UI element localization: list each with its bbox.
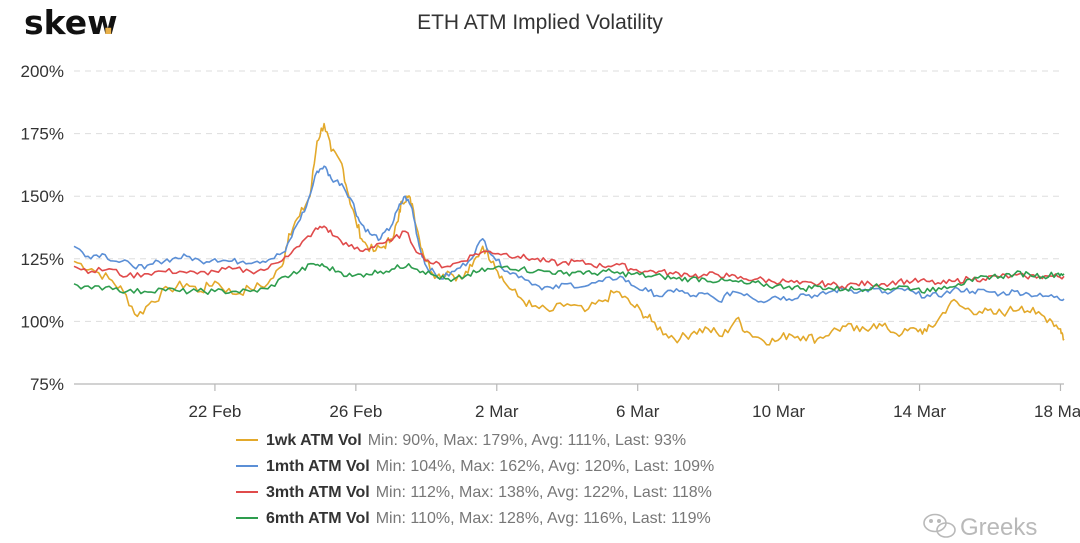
y-tick-label: 175%: [21, 125, 64, 144]
series-line-1: [73, 122, 1065, 346]
y-tick-label: 75%: [30, 375, 64, 394]
y-tick-label: 150%: [21, 187, 64, 206]
x-tick-label: 14 Mar: [893, 402, 946, 421]
legend-series-stats: Min: 90%, Max: 179%, Avg: 111%, Last: 93…: [368, 432, 686, 449]
y-axis-ticks: 200% 175% 150% 125% 100% 75%: [21, 62, 64, 394]
x-axis-ticks: 22 Feb 26 Feb 2 Mar 6 Mar 10 Mar 14 Mar 18 Mar: [188, 384, 1080, 421]
x-tick-label: 22 Feb: [188, 402, 241, 421]
legend-series-name: 3mth ATM Vol: [266, 484, 370, 501]
plot-area: [73, 122, 1065, 346]
series-line-4: [73, 262, 1065, 296]
legend-series-stats: Min: 112%, Max: 138%, Avg: 122%, Last: 1…: [376, 484, 712, 501]
legend-text: 1mth ATM Vol Min: 104%, Max: 162%, Avg: 1…: [266, 458, 714, 475]
watermark-text: Greeks: [960, 514, 1037, 541]
x-tick-label: 26 Feb: [329, 402, 382, 421]
y-tick-label: 200%: [21, 62, 64, 81]
y-tick-label: 125%: [21, 250, 64, 269]
series-line-3: [73, 225, 1065, 290]
x-tick-label: 2 Mar: [475, 402, 519, 421]
logo-text: skew: [24, 3, 118, 42]
legend-item[interactable]: 6mth ATM Vol Min: 110%, Max: 128%, Avg: 1…: [236, 510, 711, 527]
chart-title: ETH ATM Implied Volatility: [417, 11, 663, 34]
skew-logo: skew .: [24, 3, 118, 42]
series-line-2: [73, 165, 1065, 304]
x-tick-label: 6 Mar: [616, 402, 660, 421]
legend-series-name: 1mth ATM Vol: [266, 458, 370, 475]
wechat-icon: [923, 513, 956, 538]
x-tick-label: 10 Mar: [752, 402, 805, 421]
y-tick-label: 100%: [21, 312, 64, 331]
grid: [74, 70, 1064, 322]
legend-text: 1wk ATM Vol Min: 90%, Max: 179%, Avg: 111…: [266, 432, 686, 449]
legend-text: 6mth ATM Vol Min: 110%, Max: 128%, Avg: 1…: [266, 510, 711, 527]
legend-series-stats: Min: 110%, Max: 128%, Avg: 116%, Last: 1…: [376, 510, 711, 527]
x-tick-label: 18 Mar: [1034, 402, 1080, 421]
legend-item[interactable]: 1mth ATM Vol Min: 104%, Max: 162%, Avg: 1…: [236, 458, 714, 475]
legend-series-name: 1wk ATM Vol: [266, 432, 362, 449]
legend-series-stats: Min: 104%, Max: 162%, Avg: 120%, Last: 1…: [376, 458, 715, 475]
watermark: Greeks: [923, 513, 1037, 541]
legend-text: 3mth ATM Vol Min: 112%, Max: 138%, Avg: 1…: [266, 484, 712, 501]
legend-item[interactable]: 1wk ATM Vol Min: 90%, Max: 179%, Avg: 111…: [236, 432, 686, 449]
logo-dot: .: [102, 3, 115, 42]
legend: 1wk ATM Vol Min: 90%, Max: 179%, Avg: 111…: [236, 432, 714, 527]
legend-item[interactable]: 3mth ATM Vol Min: 112%, Max: 138%, Avg: 1…: [236, 484, 712, 501]
legend-series-name: 6mth ATM Vol: [266, 510, 370, 527]
